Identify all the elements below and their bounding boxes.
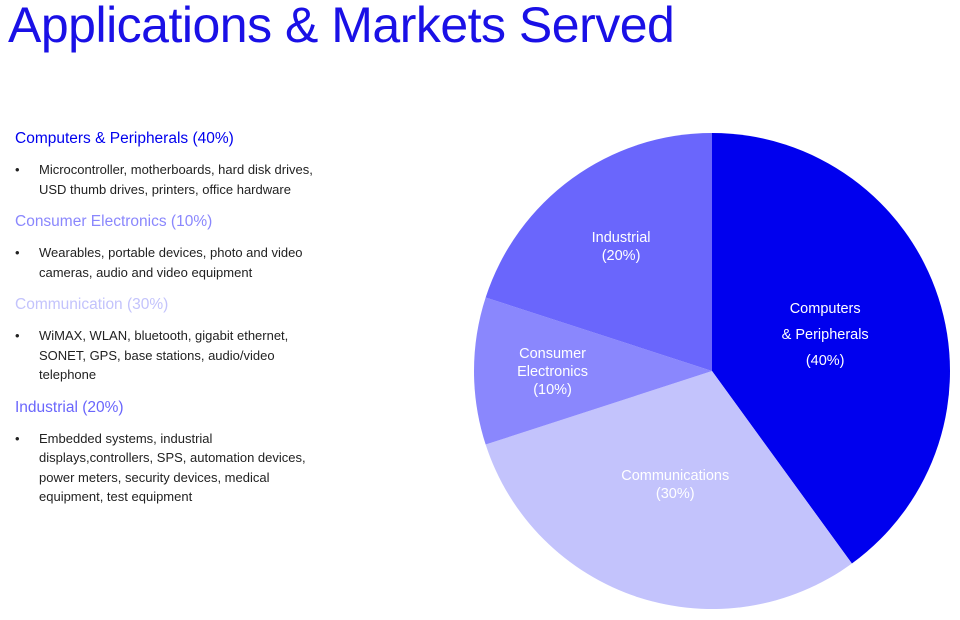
category-bullet-item: • Embedded systems, industrial displays,co… bbox=[15, 429, 365, 507]
category-description: Wearables, portable devices, photo and v… bbox=[39, 243, 365, 282]
description-line: Embedded systems, industrial bbox=[39, 430, 213, 446]
pie-label-industrial: Industrial bbox=[592, 230, 651, 246]
category-section: Communication (30%) • WiMAX, WLAN, bluetoo… bbox=[15, 296, 365, 385]
pie-label-communications: Communications bbox=[621, 468, 729, 484]
description-line: equipment, test equipment bbox=[39, 489, 193, 504]
category-description: WiMAX, WLAN, bluetooth, gigabit ethernet… bbox=[39, 326, 365, 385]
pie-label-computers: (40%) bbox=[806, 353, 845, 369]
description-line: cameras, audio and video equipment bbox=[39, 264, 253, 280]
pie-label-computers: Computers bbox=[790, 301, 861, 317]
category-heading: Industrial (20%) bbox=[15, 398, 124, 416]
description-line: Microcontroller, motherboards, hard disk… bbox=[39, 162, 313, 177]
pie-slice-communications bbox=[485, 371, 852, 609]
category-bullet-item: • Microcontroller, motherboards, hard dis… bbox=[15, 160, 365, 199]
bullet-marker: • bbox=[15, 245, 20, 260]
pie-slice-computers bbox=[712, 133, 950, 564]
description-line: displays,controllers, SPS, automation de… bbox=[39, 450, 306, 465]
description-line: WiMAX, WLAN, bluetooth, gigabit ethernet… bbox=[39, 328, 289, 343]
description-line: telephone bbox=[39, 367, 97, 382]
pie-label-computers: & Peripherals bbox=[782, 327, 869, 343]
category-description: Embedded systems, industrial displays,con… bbox=[39, 429, 365, 507]
category-heading: Communication (30%) bbox=[15, 296, 169, 313]
category-bullet-item: • Wearables, portable devices, photo and … bbox=[15, 243, 365, 282]
pie-label-communications: (30%) bbox=[656, 486, 695, 502]
pie-label-consumer: Electronics bbox=[517, 364, 588, 380]
category-bullet-item: • WiMAX, WLAN, bluetooth, gigabit etherne… bbox=[15, 326, 365, 385]
description-line: Wearables, portable devices, photo and v… bbox=[39, 245, 303, 260]
category-description: Microcontroller, motherboards, hard disk… bbox=[39, 160, 365, 199]
pie-label-consumer: Consumer bbox=[519, 346, 586, 362]
category-heading: Consumer Electronics (10%) bbox=[15, 213, 213, 230]
page-title: Applications & Markets Served bbox=[8, 0, 675, 53]
description-line: SONET, GPS, base stations, audio/video bbox=[39, 347, 275, 363]
description-line: power meters, security devices, medical bbox=[39, 469, 270, 485]
bullet-marker: • bbox=[15, 430, 20, 446]
category-section: Computers & Peripherals (40%) • Microcontr… bbox=[15, 130, 365, 199]
category-section: Industrial (20%) • Embedded systems, indus… bbox=[15, 399, 365, 507]
description-line: USD thumb drives, printers, office hardw… bbox=[39, 181, 291, 197]
bullet-marker: • bbox=[15, 328, 20, 343]
category-list: Computers & Peripherals (40%) • Microcontr… bbox=[15, 130, 365, 521]
pie-label-consumer: (10%) bbox=[533, 382, 572, 398]
category-heading: Computers & Peripherals (40%) bbox=[15, 130, 234, 147]
pie-slice-industrial bbox=[485, 133, 712, 371]
category-section: Consumer Electronics (10%) • Wearables, po… bbox=[15, 213, 365, 282]
pie-label-industrial: (20%) bbox=[602, 248, 641, 264]
bullet-marker: • bbox=[15, 162, 20, 177]
pie-slice-consumer bbox=[474, 297, 712, 445]
